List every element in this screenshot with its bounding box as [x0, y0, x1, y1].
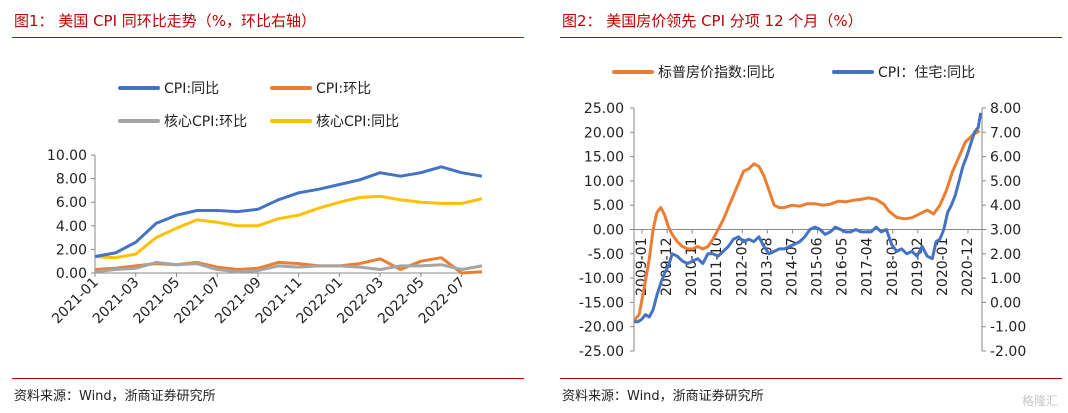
x-tick-label: 2020-12 [960, 238, 976, 297]
x-tick-label: 2010-11 [684, 238, 700, 297]
y-right-tick-label: 3.00 [990, 223, 1021, 239]
y-left-tick-label: 10.00 [584, 174, 624, 190]
series-line-c2-s0 [632, 129, 981, 322]
legend-label-c1-s3: 核心CPI:同比 [316, 114, 399, 130]
y-left-tick-label: 15.00 [584, 150, 624, 166]
x-tick-label: 2014-07 [784, 238, 800, 296]
y-left-tick-label: -10.00 [579, 271, 624, 287]
source-note: 资料来源：Wind，浙商证券研究所 [562, 389, 764, 404]
chart-panel-cpi: 图1： 美国 CPI 同环比走势（%，环比右轴） CPI:同比 CPI:环比核心C… [0, 0, 530, 413]
figure-title: 图1： 美国 CPI 同环比走势（%，环比右轴） [14, 12, 317, 30]
series-line-c1-s3 [94, 194, 483, 260]
y-tick-label: 10.00 [47, 148, 87, 164]
y-right-tick-label: -1.00 [990, 320, 1026, 336]
y-right-tick-label: 0.00 [990, 295, 1021, 311]
y-tick-label: 8.00 [56, 172, 87, 188]
series-line-c1-s2 [94, 260, 483, 274]
title-rule [560, 37, 1062, 38]
x-tick-label: 2016-05 [835, 238, 851, 297]
y-left-tick-label: -5.00 [588, 247, 624, 263]
source-rule [12, 378, 524, 379]
y-tick-label: 0.00 [56, 266, 87, 282]
series-line-c1-s0 [94, 165, 483, 258]
y-tick-label: 2.00 [56, 242, 87, 258]
title-rule [12, 37, 524, 38]
x-tick-label: 2011-10 [709, 238, 725, 297]
y-right-tick-label: 2.00 [990, 247, 1021, 263]
y-tick-label: 6.00 [56, 195, 87, 211]
housing-cpi-line-chart: 标普房价指数:同比 CPI：住宅:同比 -25.00 -20.00 -15.00 -10.… [579, 65, 1026, 360]
y-left-tick-label: 5.00 [593, 198, 624, 214]
y-left-tick-label: -20.00 [579, 320, 624, 336]
legend-label-c1-s2: 核心CPI:环比 [164, 114, 247, 130]
x-tick-label: 2012-09 [734, 237, 750, 296]
x-tick-label: 2020-01 [935, 238, 951, 297]
watermark: 格隆汇 [1021, 394, 1058, 408]
y-right-tick-label: -2.00 [990, 344, 1026, 360]
source-note: 资料来源：Wind，浙商证券研究所 [14, 389, 216, 404]
y-left-tick-label: -15.00 [579, 295, 624, 311]
legend-label-c2-s0: 标普房价指数:同比 [658, 65, 775, 81]
y-tick-label: 4.00 [56, 219, 87, 235]
legend-label-c2-s1: CPI：住宅:同比 [878, 65, 975, 81]
y-right-tick-label: 8.00 [990, 101, 1021, 117]
y-right-tick-label: 4.00 [990, 198, 1021, 214]
y-right-tick-label: 7.00 [990, 125, 1021, 141]
legend-label-c1-s0: CPI:同比 [164, 81, 219, 97]
legend-label-c1-s1: CPI:环比 [316, 81, 371, 97]
figure-title: 图2： 美国房价领先 CPI 分项 12 个月（%） [562, 12, 863, 30]
y-left-tick-label: 20.00 [584, 125, 624, 141]
x-tick-label: 2013-08 [759, 238, 775, 297]
y-right-tick-label: 5.00 [990, 174, 1021, 190]
y-right-tick-label: 6.00 [990, 150, 1021, 166]
y-right-tick-label: 1.00 [990, 271, 1021, 287]
x-tick-label: 2015-06 [810, 237, 826, 296]
chart-panel-housing: 图2： 美国房价领先 CPI 分项 12 个月（%） 标普房价指数:同比 CPI：… [548, 0, 1068, 413]
y-left-tick-label: 25.00 [584, 101, 624, 117]
y-left-tick-label: 0.00 [593, 223, 624, 239]
series-line-c2-s1 [634, 112, 983, 324]
source-rule [560, 378, 1062, 379]
x-tick-label: 2017-04 [860, 237, 876, 296]
y-left-tick-label: -25.00 [579, 344, 624, 360]
